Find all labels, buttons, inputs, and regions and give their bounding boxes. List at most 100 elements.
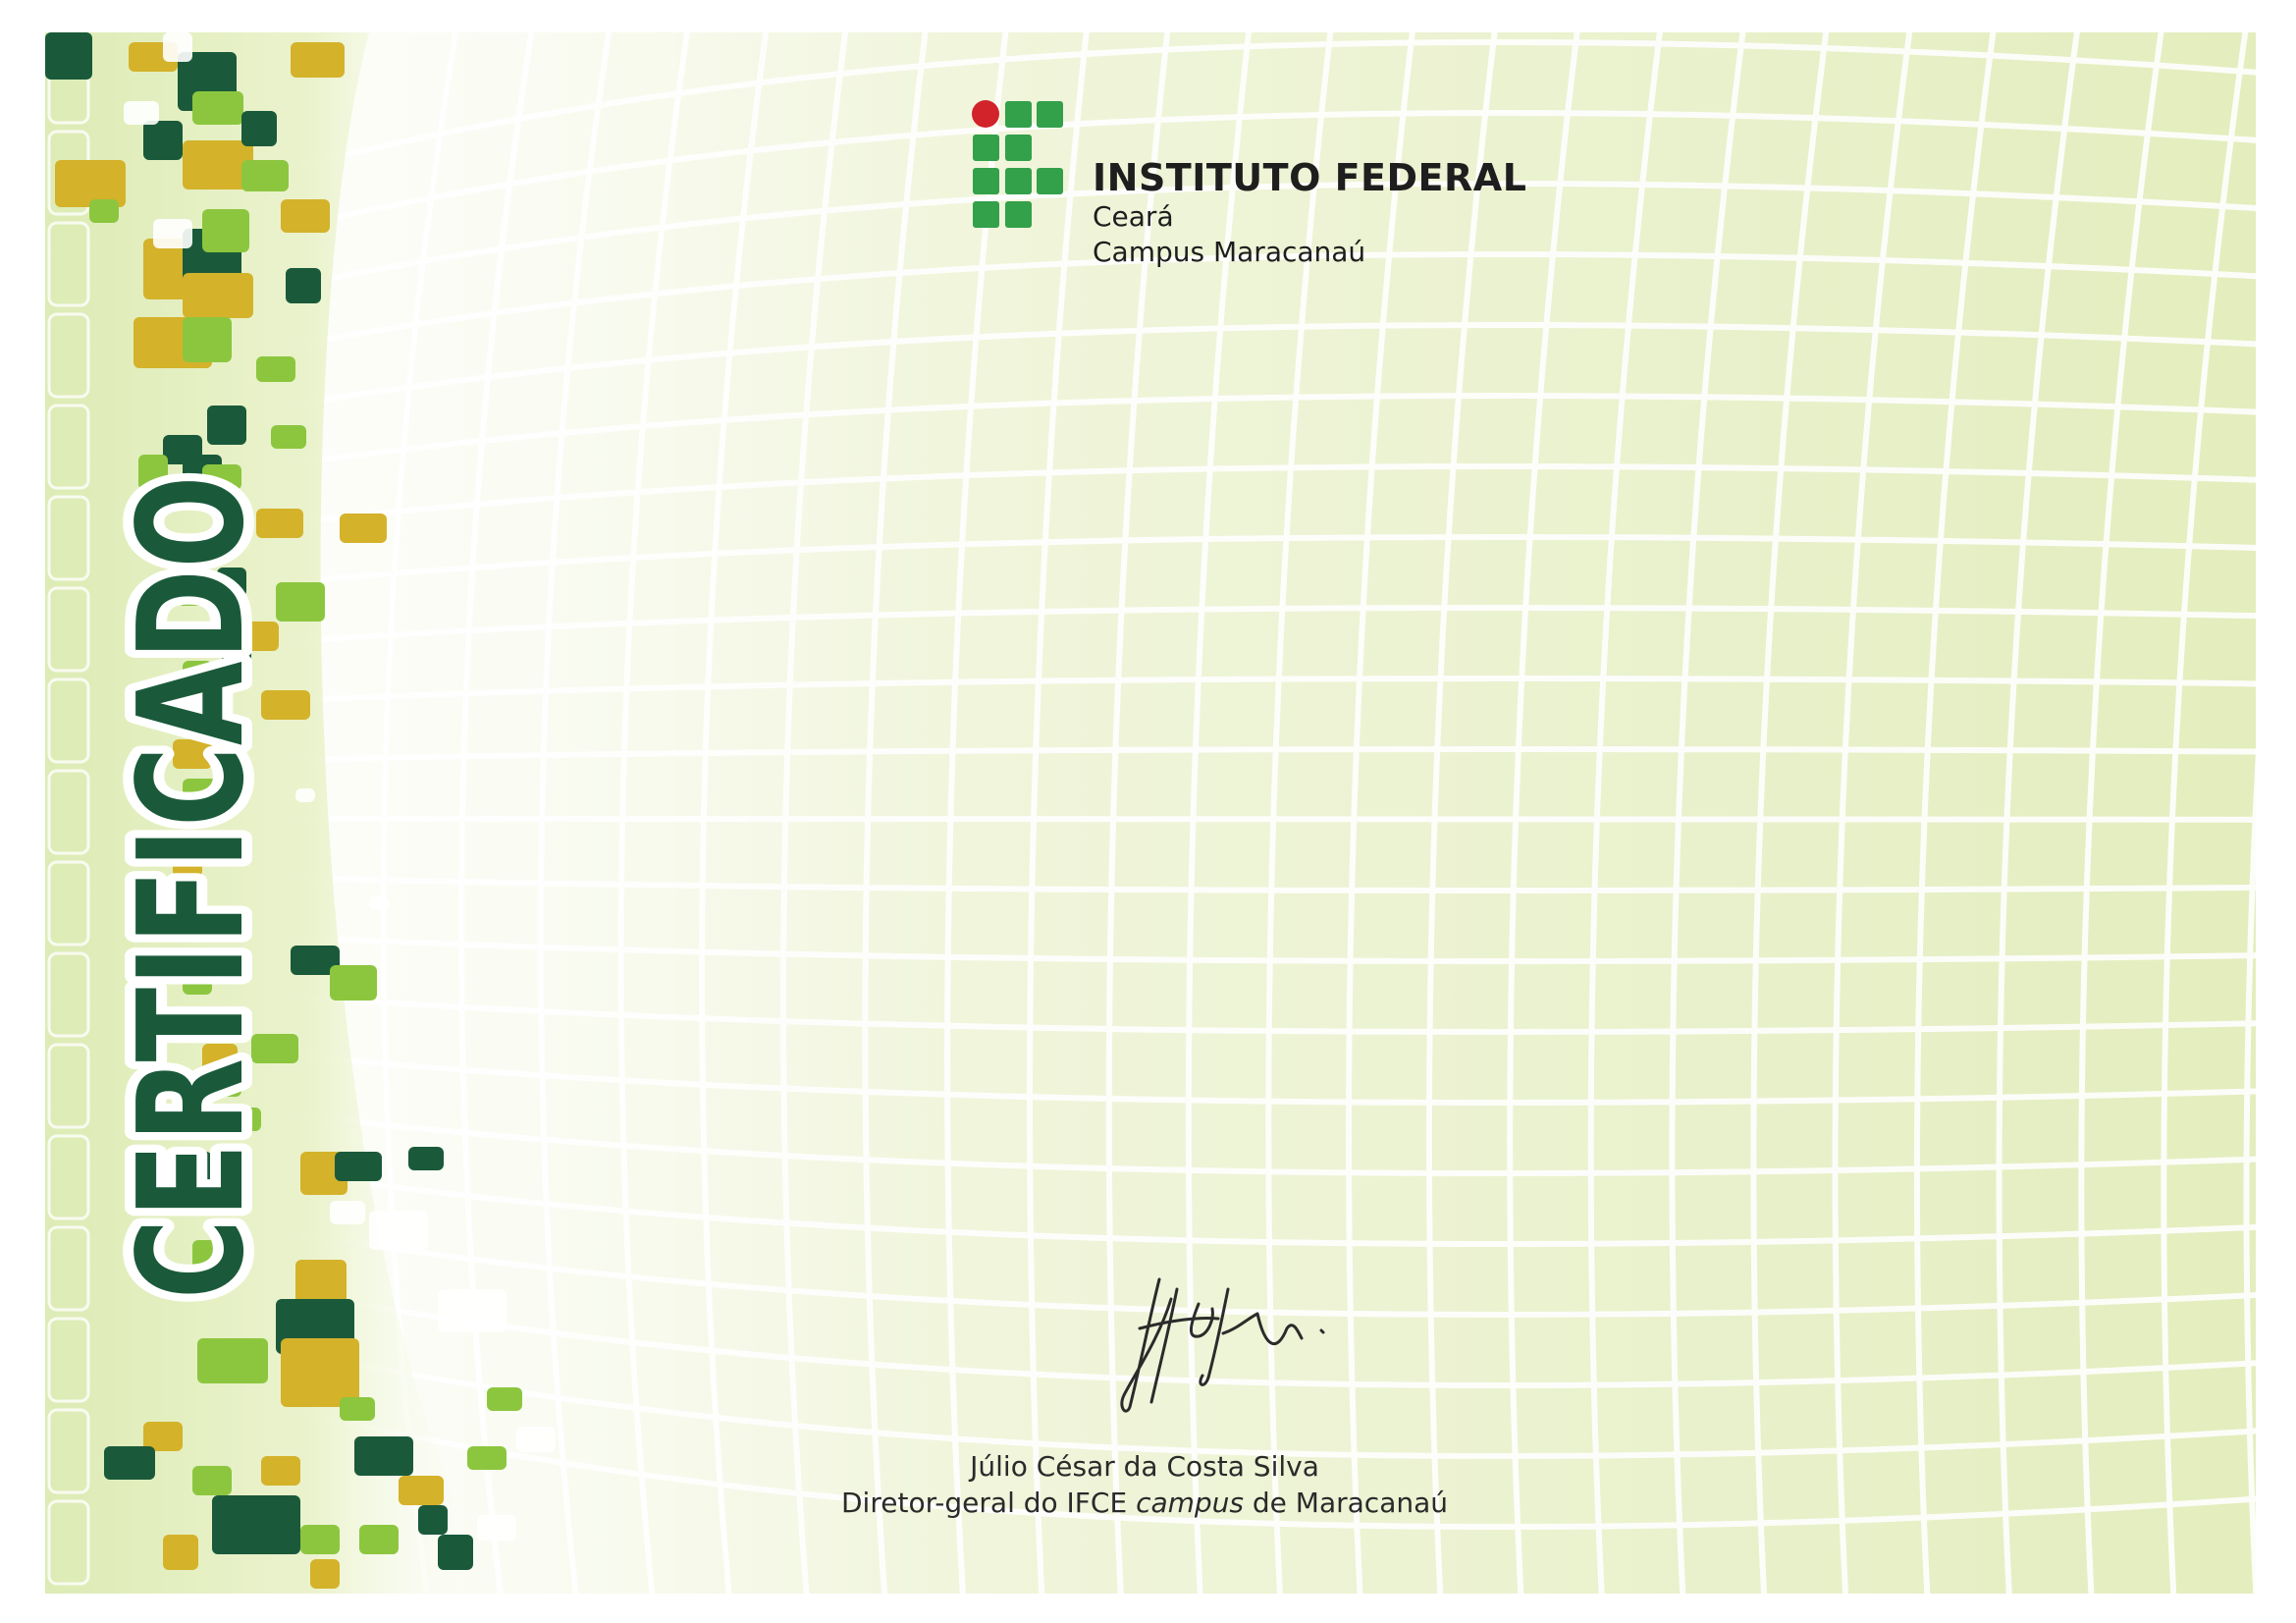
mosaic-tile (354, 1436, 413, 1476)
mosaic-tile (173, 847, 202, 877)
mosaic-tile (335, 1152, 382, 1181)
column-outline-box (47, 1043, 90, 1129)
column-outline-box (47, 404, 90, 490)
mosaic-tile (202, 1044, 238, 1073)
mosaic-tile (310, 1559, 340, 1589)
mosaic-tile (281, 1338, 359, 1407)
signer-role-prefix: Diretor-geral do IFCE (841, 1487, 1128, 1519)
institution-campus: Campus Maracanaú (1093, 236, 1366, 268)
mosaic-tile-white (163, 32, 192, 62)
mosaic-tile (89, 199, 119, 223)
mosaic-tile (212, 1495, 300, 1554)
mosaic-tile (183, 140, 253, 189)
mosaic-tile-white (516, 1427, 556, 1452)
column-outline-box (47, 769, 90, 855)
mosaic-tile (173, 739, 212, 769)
mosaic-tile (487, 1387, 522, 1411)
column-outline-box (47, 1408, 90, 1494)
mosaic-tile (217, 568, 246, 597)
column-outline-box (47, 860, 90, 947)
mosaic-tile (45, 32, 92, 80)
decorative-grid (45, 32, 2256, 1594)
mosaic-tile (241, 111, 277, 146)
mosaic-tile (183, 965, 212, 995)
handwritten-signature (1120, 1277, 1325, 1413)
mosaic-tile (300, 1525, 340, 1554)
mosaic-tile (143, 1422, 183, 1451)
mosaic-tile (212, 1073, 241, 1097)
mosaic-tile (330, 965, 377, 1001)
column-outline-box (47, 221, 90, 307)
institution-state: Ceará (1093, 200, 1174, 233)
mosaic-panel (45, 32, 556, 1594)
column-outline-box (47, 677, 90, 764)
mosaic-tile (271, 425, 306, 449)
mosaic-tile-white (295, 788, 315, 802)
mosaic-tile (202, 209, 249, 252)
certificate-background: CERTIFICADO CERTIFICADO INSTITUTO FEDERA… (45, 32, 2256, 1594)
mosaic-tile (261, 690, 310, 720)
column-outline-box (47, 951, 90, 1038)
mosaic-tile (55, 160, 126, 207)
mosaic-tile (256, 356, 295, 382)
mosaic-tile-white (477, 1515, 516, 1541)
mosaic-tile (276, 582, 325, 622)
mosaic-tile (261, 1456, 300, 1486)
mosaic-tile (295, 1260, 347, 1305)
mosaic-tile (281, 199, 330, 233)
mosaic-tile (192, 1240, 222, 1270)
column-outline-box (47, 1317, 90, 1403)
signature-block: Júlio César da Costa Silva Diretor-geral… (654, 1260, 1635, 1554)
mosaic-tile (207, 406, 246, 445)
mosaic-tile-white (438, 1289, 507, 1332)
column-outline-box (47, 1225, 90, 1312)
signer-role: Diretor-geral do IFCE campus de Maracana… (654, 1486, 1635, 1521)
mosaic-tile (467, 1446, 507, 1470)
mosaic-tile (399, 1476, 444, 1505)
mosaic-tile-white (369, 1211, 428, 1250)
mosaic-tile (192, 1466, 232, 1495)
institution-text: INSTITUTO FEDERAL Ceará Campus Maracanaú (1093, 156, 1526, 270)
mosaic-tile (183, 661, 212, 690)
mosaic-tile (418, 1505, 448, 1535)
mosaic-tile-white (124, 101, 159, 125)
mosaic-tile (192, 916, 228, 940)
mosaic-tile (183, 273, 253, 318)
institution-name: INSTITUTO FEDERAL (1093, 156, 1527, 199)
column-outline-box (47, 1499, 90, 1586)
column-outline-box (47, 1134, 90, 1220)
mosaic-tile-white (153, 219, 192, 248)
mosaic-tile (408, 1147, 444, 1170)
mosaic-tile (232, 1108, 261, 1131)
mosaic-tile (143, 121, 183, 160)
mosaic-tile (359, 1525, 399, 1554)
mosaic-tile (163, 1535, 198, 1570)
mosaic-tile (183, 317, 232, 362)
mosaic-tile (256, 509, 303, 538)
signer-role-italic: campus (1136, 1487, 1244, 1519)
institution-logo: INSTITUTO FEDERAL Ceará Campus Maracanaú (971, 99, 1560, 268)
mosaic-tile (192, 1162, 241, 1201)
mosaic-tile (286, 268, 321, 303)
mosaic-tile (291, 946, 340, 975)
mosaic-tile (222, 641, 251, 671)
column-outline-box (47, 312, 90, 399)
mosaic-tile (183, 779, 222, 808)
mosaic-tile (340, 514, 387, 543)
mosaic-tile (291, 42, 345, 78)
column-outline-box (47, 495, 90, 581)
signer-role-suffix: de Maracanaú (1252, 1487, 1448, 1519)
mosaic-tile (251, 1034, 298, 1063)
mosaic-tile (138, 455, 168, 490)
mosaic-tile (202, 464, 241, 490)
mosaic-tile-white (330, 1201, 365, 1224)
mosaic-tile (104, 1446, 155, 1480)
column-outline-box (47, 586, 90, 673)
mosaic-tile (340, 1397, 375, 1421)
mosaic-tile (241, 160, 289, 191)
mosaic-tile (197, 1338, 268, 1383)
signer-name: Júlio César da Costa Silva (970, 1450, 1319, 1483)
mosaic-tile-white (369, 896, 389, 910)
if-logo-icon (972, 100, 1063, 228)
